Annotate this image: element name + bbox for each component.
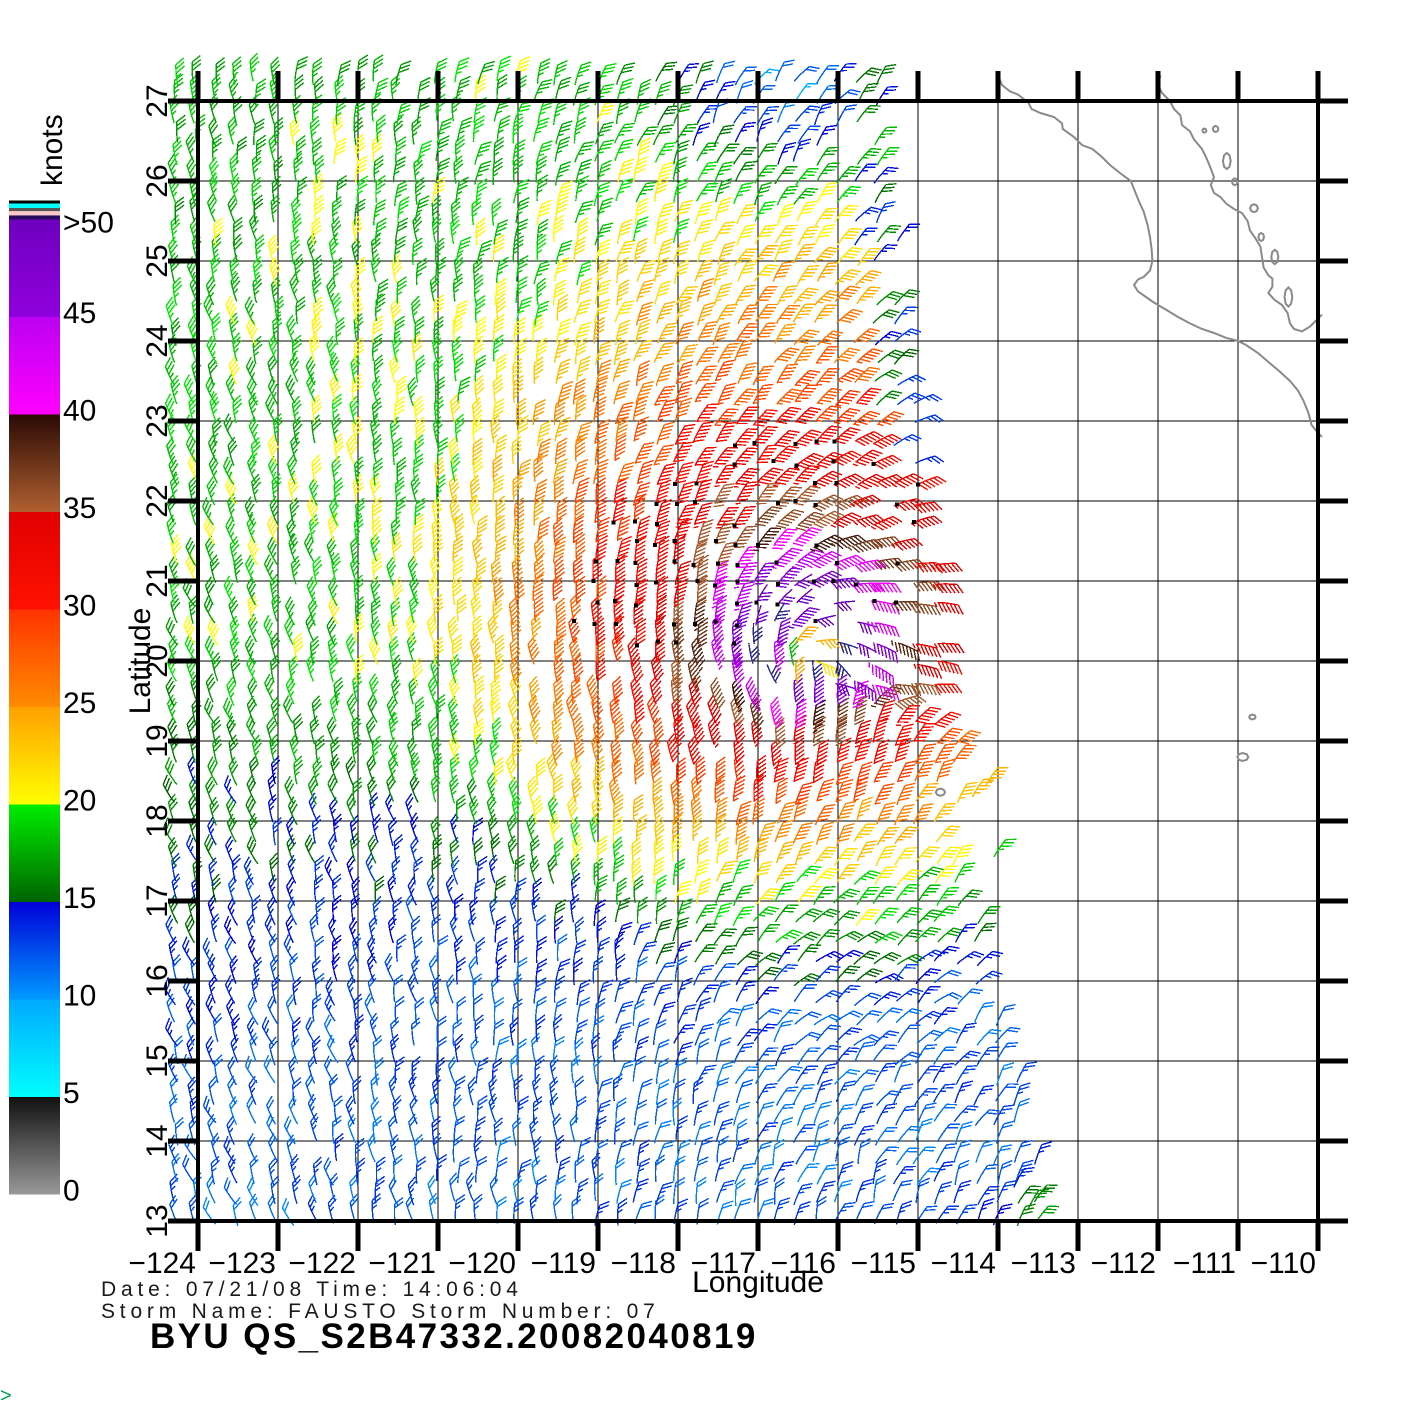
svg-text:−117: −117 (691, 1247, 756, 1280)
svg-text:25: 25 (63, 687, 96, 720)
svg-text:−124: −124 (128, 1247, 196, 1280)
svg-text:−110: −110 (1251, 1247, 1316, 1280)
svg-text:23: 23 (141, 404, 174, 437)
svg-text:−116: −116 (771, 1247, 836, 1280)
svg-text:−111: −111 (1173, 1247, 1236, 1280)
svg-text:45: 45 (63, 297, 96, 330)
svg-text:5: 5 (63, 1077, 80, 1110)
svg-text:19: 19 (141, 724, 174, 757)
svg-text:35: 35 (63, 492, 96, 525)
svg-text:13: 13 (141, 1204, 174, 1237)
svg-text:Longitude: Longitude (692, 1266, 824, 1299)
svg-text:−112: −112 (1091, 1247, 1156, 1280)
svg-text:−118: −118 (611, 1247, 676, 1280)
svg-text:>: > (0, 1385, 12, 1400)
svg-text:17: 17 (141, 884, 174, 917)
svg-text:27: 27 (141, 84, 174, 117)
svg-text:BYU QS_S2B47332.20082040819: BYU QS_S2B47332.20082040819 (150, 1317, 758, 1356)
svg-text:22: 22 (141, 484, 174, 517)
svg-text:20: 20 (141, 644, 174, 677)
svg-text:−123: −123 (208, 1247, 276, 1280)
svg-text:Date: 07/21/08 Time: 14:06:0: Date: 07/21/08 Time: 14:06:04 (101, 1278, 523, 1301)
svg-text:15: 15 (141, 1044, 174, 1077)
svg-text:Storm Name: FAUSTO Storm Num: Storm Name: FAUSTO Storm Number: 07 (101, 1300, 660, 1323)
svg-text:−115: −115 (851, 1247, 916, 1280)
svg-text:21: 21 (141, 564, 174, 597)
svg-text:18: 18 (141, 804, 174, 837)
svg-text:26: 26 (141, 164, 174, 197)
svg-text:30: 30 (63, 590, 96, 623)
svg-text:−122: −122 (288, 1247, 356, 1280)
svg-text:10: 10 (63, 980, 96, 1013)
svg-text:knots: knots (36, 114, 69, 186)
svg-text:−119: −119 (531, 1247, 596, 1280)
svg-text:−113: −113 (1011, 1247, 1076, 1280)
svg-text:40: 40 (63, 395, 96, 428)
svg-text:−114: −114 (931, 1247, 996, 1280)
svg-text:>50: >50 (63, 207, 114, 240)
svg-text:14: 14 (141, 1124, 174, 1157)
svg-text:−121: −121 (368, 1247, 436, 1280)
svg-text:24: 24 (141, 324, 174, 357)
svg-text:0: 0 (63, 1175, 80, 1208)
svg-text:16: 16 (141, 964, 174, 997)
svg-text:15: 15 (63, 882, 96, 915)
svg-text:20: 20 (63, 785, 96, 818)
svg-text:−120: −120 (448, 1247, 516, 1280)
svg-text:25: 25 (141, 244, 174, 277)
svg-text:Latitude: Latitude (124, 608, 157, 715)
